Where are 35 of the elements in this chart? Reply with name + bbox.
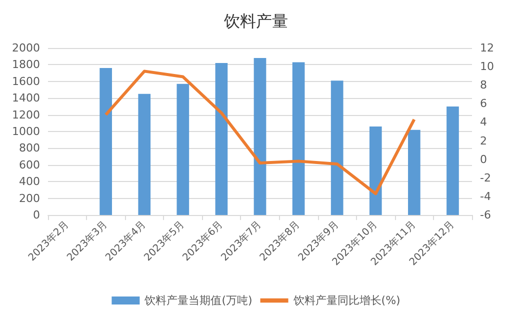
bar — [254, 58, 266, 215]
y-tick-label: 2000 — [12, 42, 40, 54]
legend-label: 饮料产量当期值(万吨) — [144, 294, 252, 307]
y2-tick-label: 0 — [480, 152, 487, 166]
y2-tick-label: 8 — [480, 78, 487, 92]
bar — [138, 94, 151, 215]
y-tick-label: 1200 — [12, 108, 40, 122]
bar — [446, 106, 459, 215]
y-tick-label: 1800 — [12, 58, 40, 72]
y2-tick-label: -4 — [480, 190, 491, 203]
line-series — [104, 70, 416, 196]
chart-title: 饮料产量 — [223, 12, 288, 30]
y-tick-label: 200 — [19, 192, 40, 205]
y2-tick-label: 12 — [480, 42, 494, 54]
y2-tick-label: 4 — [480, 116, 487, 129]
bar — [292, 62, 305, 215]
y-tick-label: 1000 — [12, 125, 40, 138]
y2-tick-label: 2 — [480, 134, 487, 148]
bar — [369, 126, 382, 215]
y-tick-label: 0 — [33, 208, 40, 222]
y-tick-label: 1400 — [12, 92, 40, 105]
bar — [215, 63, 228, 215]
y-tick-label: 400 — [19, 175, 40, 188]
y2-tick-label: 10 — [480, 60, 494, 74]
bar — [408, 130, 420, 215]
bar — [176, 84, 190, 215]
y2-tick-label: 6 — [480, 97, 487, 110]
y-tick-label: 800 — [19, 142, 40, 155]
y-tick-label: 1600 — [12, 74, 40, 88]
y2-tick-label: -2 — [480, 171, 491, 184]
legend-label: 饮料产量同比增长(%) — [292, 294, 400, 307]
y2-tick-label: -6 — [480, 208, 491, 222]
bar — [100, 68, 112, 215]
bar — [330, 80, 344, 215]
y-tick-label: 600 — [19, 158, 40, 172]
